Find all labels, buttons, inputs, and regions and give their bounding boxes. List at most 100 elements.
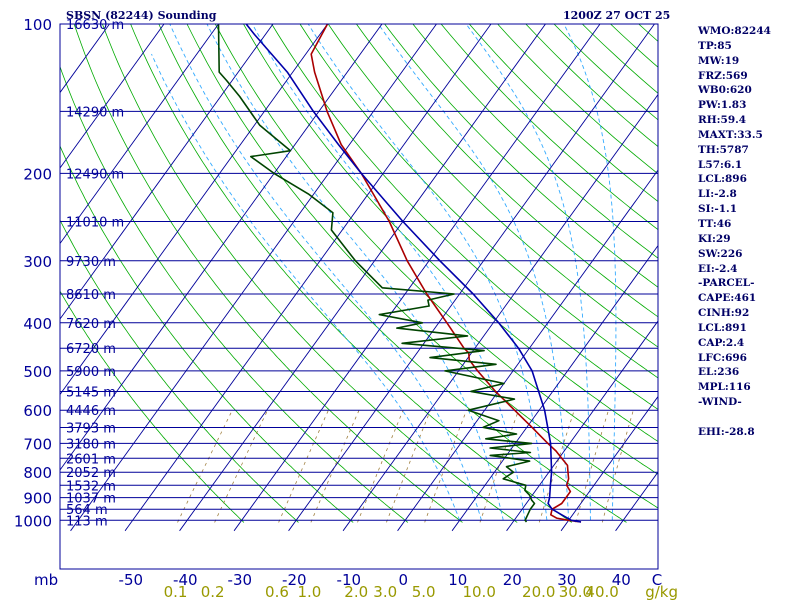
sounding-profiles: [217, 24, 582, 523]
height-label: 113 m: [66, 514, 108, 529]
pressure-tick-label: 700: [23, 435, 52, 453]
mixing-ratio-line: [278, 410, 329, 523]
index-item: LFC:696: [698, 351, 747, 364]
moist-adiabat: [377, 24, 570, 521]
index-item: LI:-2.8: [698, 188, 737, 201]
mixing-ratio-line: [214, 410, 268, 523]
index-item: TP:85: [698, 39, 732, 52]
temperature-tick-label: 30: [557, 571, 576, 589]
dry-adiabat: [60, 290, 245, 523]
height-label: 9730 m: [66, 255, 116, 270]
isotherm: [560, 395, 658, 532]
height-label: 5900 m: [66, 365, 116, 380]
mixing-ratio-tick-label: 2.0: [344, 583, 368, 600]
isotherm: [451, 244, 658, 532]
mixing-ratio-line: [538, 410, 575, 523]
index-item: RH:59.4: [698, 114, 747, 127]
pressure-unit-label: mb: [34, 571, 58, 589]
pressure-tick-label: 500: [23, 363, 52, 381]
isotherm: [60, 24, 274, 320]
dry-adiabat: [60, 65, 409, 523]
moist-adiabat: [151, 53, 461, 521]
sounding-time: 1200Z 27 OCT 25: [563, 9, 671, 22]
mixing-ratio-line: [479, 410, 519, 523]
mixing-ratio-tick-label: 30.0: [559, 583, 592, 600]
index-item: LCL:891: [698, 321, 747, 334]
isotherm: [60, 24, 383, 471]
temperature-tick-label: 40: [612, 571, 631, 589]
mixing-ratio-line: [310, 410, 360, 523]
dry-adiabat: [271, 24, 658, 410]
temperature-tick-label: -50: [119, 571, 144, 589]
index-item: MAXT:33.5: [698, 128, 763, 141]
mixing-ratio-line: [357, 410, 404, 523]
background-grid: [0, 24, 658, 532]
height-label: 2052 m: [66, 466, 116, 481]
index-item: -WIND-: [698, 396, 742, 409]
pressure-tick-label: 1000: [14, 512, 52, 530]
height-label: 12490 m: [66, 167, 124, 182]
height-label: 14290 m: [66, 105, 124, 120]
dry-adiabat: [73, 24, 463, 523]
index-item: [698, 410, 771, 425]
index-item: TH:5787: [698, 143, 749, 156]
pressure-tick-label: 100: [23, 16, 52, 34]
height-label: 1532 m: [66, 479, 116, 494]
isotherm: [288, 24, 655, 532]
index-item: MW:19: [698, 54, 740, 67]
temperature-tick-label: -30: [228, 571, 253, 589]
isotherm: [60, 24, 219, 245]
pressure-tick-label: 800: [23, 464, 52, 482]
chart-title: SBSN (82244) Sounding: [66, 9, 217, 22]
isotherm: [124, 24, 492, 532]
mixing-ratio-tick-label: 1.0: [297, 583, 321, 600]
temperature-tick-label: 0: [399, 571, 409, 589]
mixing-ratio-tick-label: 0.6: [265, 583, 289, 600]
index-item: -PARCEL-: [698, 277, 755, 290]
isotherm: [342, 93, 658, 532]
moist-adiabat: [465, 24, 591, 521]
height-label: 5145 m: [66, 385, 116, 400]
mixing-ratio-line: [575, 410, 609, 523]
stability-indices-panel: WMO:82244 TP:85 MW:19 FRZ:569 WB0:620 PW:1.83…: [698, 24, 771, 440]
index-item: EHI:-28.8: [698, 425, 755, 438]
index-item: MPL:116: [698, 381, 751, 394]
index-item: KI:29: [698, 232, 731, 245]
index-item: WB0:620: [698, 84, 752, 97]
mixing-ratio-tick-label: 10.0: [462, 583, 495, 600]
dry-adiabat: [243, 24, 658, 442]
mixing-ratio-tick-label: 0.2: [201, 583, 225, 600]
dry-adiabat: [158, 24, 627, 523]
dry-adiabat: [60, 144, 354, 523]
pressure-tick-label: 900: [23, 490, 52, 508]
index-item: TT:46: [698, 217, 732, 230]
moist-adiabat: [251, 24, 526, 521]
height-label: 16630 m: [66, 18, 124, 33]
pressure-tick-label: 600: [23, 402, 52, 420]
index-item: EI:-2.4: [698, 262, 738, 275]
isotherm: [397, 169, 658, 532]
isotherm: [179, 24, 546, 532]
height-label: 564 m: [66, 503, 108, 518]
dry-adiabat: [130, 24, 573, 523]
height-label: 6720 m: [66, 342, 116, 357]
index-item: CAPE:461: [698, 292, 757, 305]
isotherm: [60, 24, 165, 169]
isotherm: [0, 24, 55, 531]
moist-adiabat: [169, 24, 482, 521]
index-item: L57:6.1: [698, 158, 743, 171]
height-label: 1037 m: [66, 492, 116, 507]
mixing-ratio-tick-label: 0.1: [164, 583, 188, 600]
dry-adiabat: [214, 24, 658, 475]
height-label: 3793 m: [66, 421, 116, 436]
dry-adiabat: [384, 24, 658, 288]
dry-adiabat: [299, 24, 658, 379]
dry-adiabat: [186, 24, 658, 509]
mixing-ratio-tick-label: 3.0: [373, 583, 397, 600]
index-item: FRZ:569: [698, 69, 748, 82]
temperature-tick-label: -40: [173, 571, 198, 589]
isotherm: [70, 24, 437, 532]
mixing-ratio-line: [424, 410, 467, 523]
height-label: 2601 m: [66, 452, 116, 467]
